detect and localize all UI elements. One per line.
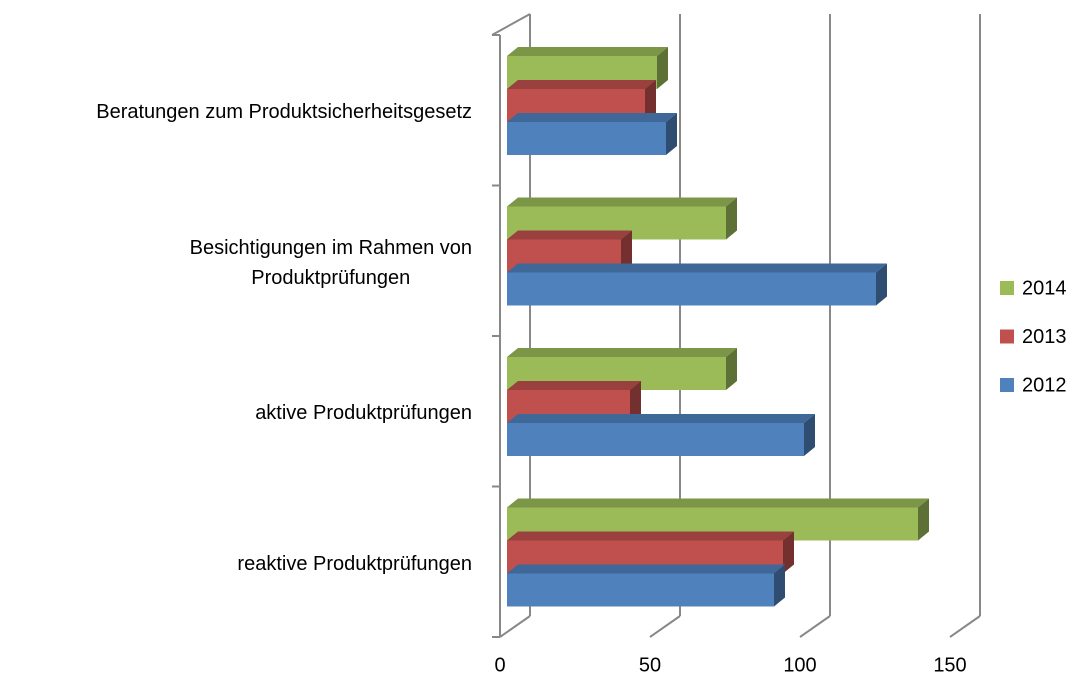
bar-side: [630, 381, 641, 423]
bar: [507, 573, 774, 607]
bar-side: [726, 197, 737, 240]
bar-side: [876, 263, 887, 306]
legend-swatch: [1000, 378, 1014, 392]
category-label: Beratungen zum Produktsicherheitsgesetz: [96, 101, 472, 124]
category-label: Besichtigungen im Rahmen von Produktprüf…: [189, 236, 472, 289]
bar-side: [666, 113, 677, 155]
bar-side: [726, 348, 737, 390]
legend-label: 2013: [1022, 326, 1067, 348]
bar-side: [774, 564, 785, 607]
bar: [507, 272, 876, 306]
legend-label: 2012: [1022, 374, 1067, 396]
x-tick-label: 100: [783, 654, 816, 676]
bar-side: [783, 531, 794, 574]
bar: [507, 423, 804, 456]
bar-side: [621, 230, 632, 273]
bar-side: [918, 498, 929, 541]
x-tick-label: 0: [494, 654, 505, 676]
bar-top: [507, 197, 737, 207]
bar-top: [507, 381, 641, 390]
bar-top: [507, 230, 632, 240]
bar-top: [507, 113, 677, 122]
bar-top: [507, 564, 785, 574]
grid-line-floor: [799, 615, 831, 638]
bar-top: [507, 263, 887, 273]
bar-side: [645, 80, 656, 122]
bar-top: [507, 348, 737, 357]
x-tick-label: 50: [639, 654, 661, 676]
category-label: aktive Produktprüfungen: [255, 402, 472, 425]
bar-top: [507, 498, 929, 508]
bar-top: [507, 414, 815, 423]
x-tick-label: 150: [933, 654, 966, 676]
legend-label: 2014: [1022, 277, 1067, 299]
bar-top: [507, 47, 668, 56]
bar: [507, 122, 666, 155]
legend-swatch: [1000, 281, 1014, 295]
grid-line-floor: [949, 615, 981, 638]
bar-side: [657, 47, 668, 89]
left-wall-top: [491, 13, 531, 36]
bar-side: [804, 414, 815, 456]
legend-swatch: [1000, 329, 1014, 344]
grid-line-floor: [499, 615, 531, 638]
category-label: reaktive Produktprüfungen: [237, 552, 472, 575]
bar-top: [507, 531, 794, 541]
grid-line-floor: [649, 615, 681, 638]
bar-top: [507, 80, 656, 89]
